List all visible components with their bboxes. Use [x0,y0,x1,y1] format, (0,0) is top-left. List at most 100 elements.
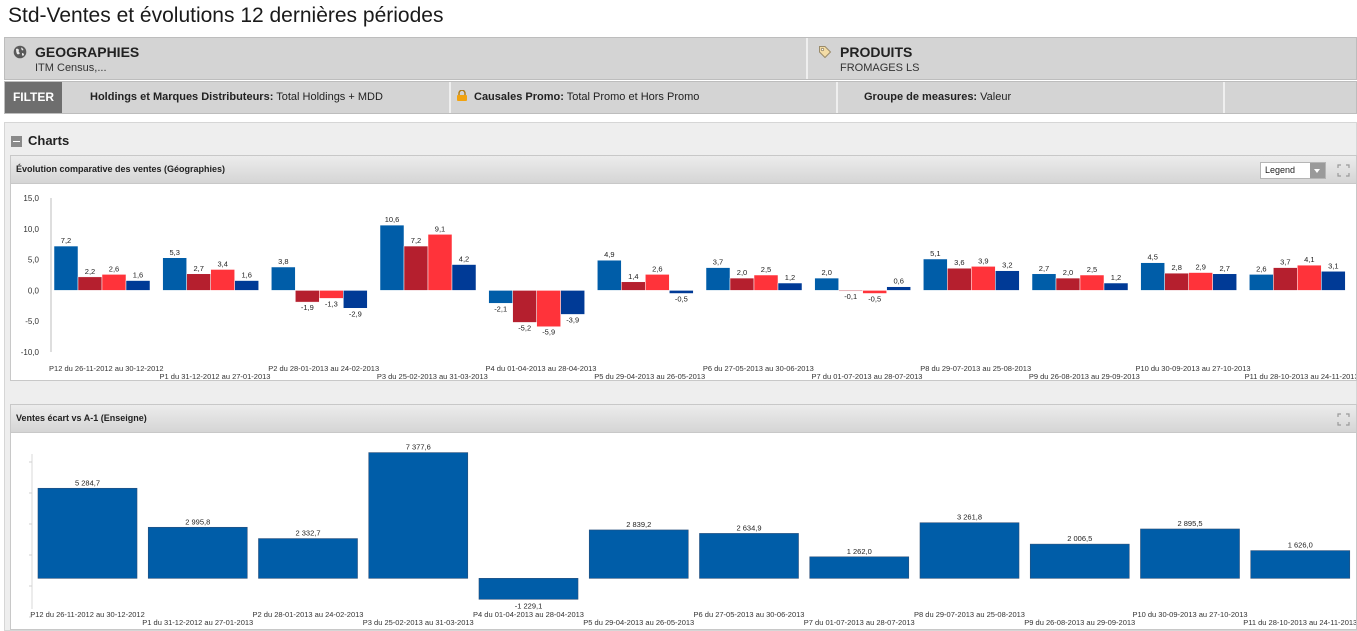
bar-value-label: 2,0 [821,268,831,277]
bar-value-label: 7,2 [411,236,421,245]
chart-bar [621,281,646,291]
geographies-title: GEOGRAPHIES [35,44,140,60]
chart-bar [947,267,972,291]
x-tick-label: P7 du 01-07-2013 au 28-07-2013 [804,618,915,627]
filter-causales-label: Causales Promo: [474,91,564,103]
bar-value-label: 2 332,7 [295,529,320,538]
chart-bar [258,538,358,579]
chart-evolution-header: Évolution comparative des ventes (Géogra… [11,156,1356,184]
chart-bar [536,290,561,327]
chart-bar [295,290,320,303]
chart-bar [729,277,755,291]
chart-bar [1212,273,1237,291]
chart-bar [478,578,579,600]
chart-bar [1188,272,1213,291]
bar-value-label: 2 995,8 [185,517,210,526]
bar-value-label: 4,2 [459,255,469,264]
x-tick-label: P4 du 01-04-2013 au 28-04-2013 [486,364,597,373]
chart-bar [488,290,513,304]
chart-bar [560,290,585,315]
collapse-icon[interactable] [11,136,22,147]
x-tick-label: P4 du 01-04-2013 au 28-04-2013 [473,610,584,619]
charts-panel: Charts Évolution comparative des ventes … [4,122,1357,631]
chart-bar [597,259,622,291]
geographies-selector[interactable]: GEOGRAPHIES ITM Census,... [5,38,808,79]
tag-icon [819,46,832,59]
filter-groupe-measures[interactable]: Groupe de measures: Valeur [838,82,1225,113]
chevron-down-icon[interactable] [1310,163,1325,178]
bar-value-label: 2,6 [1256,264,1266,273]
bar-value-label: 1 626,0 [1288,541,1313,550]
x-tick-label: P12 du 26-11-2012 au 30-12-2012 [49,364,164,373]
bar-value-label: -5,2 [518,323,531,332]
x-tick-label: P12 du 26-11-2012 au 30-12-2012 [30,610,145,619]
filter-tab[interactable]: FILTER [5,82,62,113]
chart-ecart-plot: 5 284,7 P12 du 26-11-2012 au 30-12-2012 2 … [29,443,1356,627]
bar-value-label: 1,4 [628,272,638,281]
bar-value-label: -3,9 [566,315,579,324]
chart-ecart-header: Ventes écart vs A-1 (Enseigne) [11,405,1356,433]
chart-bar [403,245,429,291]
bar-value-label: 2,2 [85,267,95,276]
chart-bar [886,286,911,291]
charts-section-title: Charts [28,133,70,148]
bar-value-label: 1,2 [785,273,795,282]
x-tick-label: P7 du 01-07-2013 au 28-07-2013 [812,372,923,381]
bar-value-label: -5,9 [542,328,555,337]
bar-value-label: 3,2 [1002,261,1012,270]
y-tick-label: -10,0 [21,348,40,357]
chart-bar [919,522,1020,579]
produits-selector[interactable]: PRODUITS FROMAGES LS [810,38,1356,79]
bar-value-label: 2,7 [193,264,203,273]
bar-value-label: 3 261,8 [957,513,982,522]
bar-value-label: 2,7 [1039,264,1049,273]
filter-bar: FILTER Holdings et Marques Distributeurs… [4,81,1357,114]
chart-bar [1079,274,1105,291]
x-tick-label: P8 du 29-07-2013 au 25-08-2013 [914,610,1025,619]
bar-value-label: 3,9 [978,256,988,265]
bar-value-label: -1,3 [325,299,338,308]
chart-bar [451,264,477,291]
legend-dropdown[interactable]: Legend [1260,162,1326,179]
bar-value-label: 1,6 [133,271,143,280]
y-tick-label: 5,0 [28,256,40,265]
chart-evolution-title: Évolution comparative des ventes (Géogra… [16,164,226,174]
produits-title: PRODUITS [840,44,913,60]
filter-causales-promo[interactable]: Causales Promo: Total Promo et Hors Prom… [451,82,838,113]
chart-bar [995,270,1020,291]
chart-bar [971,266,996,291]
x-tick-label: P10 du 30-09-2013 au 27-10-2013 [1135,364,1250,373]
bar-value-label: 7 377,6 [406,443,431,452]
bar-value-label: 2 634,9 [736,523,761,532]
bar-value-label: 5,3 [169,248,179,257]
chart-bar [1273,267,1298,291]
chart-bar [1103,282,1129,291]
x-tick-label: P2 du 28-01-2013 au 24-02-2013 [253,610,364,619]
x-tick-label: P11 du 28-10-2013 au 24-11-2013 [1245,372,1356,381]
chart-evolution-plot: 15,0 10,0 5,0 0,0 -5,0 -10,0 7,2 2,2 2,6 1,6 P12 d… [21,194,1356,381]
bar-value-label: 2 839,2 [626,520,651,529]
bar-value-label: 3,7 [1280,258,1290,267]
context-header: GEOGRAPHIES ITM Census,... PRODUITS FROM… [4,37,1357,80]
filter-groupe-value: Valeur [977,91,1012,103]
filter-holdings[interactable]: Holdings et Marques Distributeurs: Total… [62,82,451,113]
expand-icon[interactable] [1337,413,1350,426]
bar-value-label: 5,1 [930,249,940,258]
bar-value-label: -0,5 [675,294,688,303]
bar-value-label: 3,8 [278,257,288,266]
chart-bar [1249,274,1274,291]
chart-ecart-panel: Ventes écart vs A-1 (Enseigne) 5 284,7 P1… [10,404,1357,630]
chart-bar [186,273,211,291]
bar-value-label: 1 262,0 [847,547,872,556]
x-tick-label: P6 du 27-05-2013 au 30-06-2013 [703,364,814,373]
chart-bar [319,290,344,299]
chart-bar [1140,528,1240,579]
filter-causales-value: Total Promo et Hors Promo [563,91,700,103]
chart-bar [37,487,138,579]
expand-icon[interactable] [1337,164,1350,177]
filter-holdings-value: Total Holdings + MDD [273,91,383,103]
chart-bar [234,280,259,291]
chart-bar [588,529,689,579]
chart-bar [77,276,103,291]
bar-value-label: 7,2 [61,236,71,245]
